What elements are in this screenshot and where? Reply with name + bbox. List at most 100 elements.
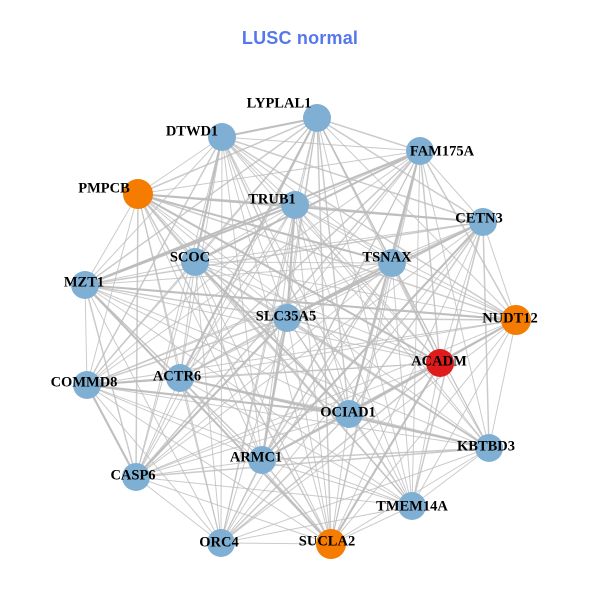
network-edge bbox=[84, 284, 288, 319]
network-edge bbox=[347, 149, 422, 416]
network-edge bbox=[411, 319, 517, 507]
network-edge bbox=[260, 316, 289, 462]
network-edge bbox=[84, 284, 413, 507]
network-edge bbox=[261, 413, 350, 461]
network-edge bbox=[135, 362, 441, 478]
network-edge bbox=[84, 261, 196, 286]
network-node-ociad1[interactable] bbox=[335, 400, 363, 428]
network-edge bbox=[220, 317, 288, 544]
network-edge bbox=[84, 284, 88, 386]
network-edge bbox=[261, 204, 296, 461]
network-edge bbox=[316, 117, 413, 507]
network-edge bbox=[84, 117, 318, 286]
network-node-actr6[interactable] bbox=[166, 364, 194, 392]
network-edge bbox=[220, 319, 517, 544]
network-edge bbox=[84, 221, 484, 286]
network-edge bbox=[316, 117, 332, 545]
network-edge bbox=[220, 116, 319, 139]
network-edge bbox=[294, 204, 332, 545]
network-edge bbox=[482, 221, 490, 449]
network-node-acadm[interactable] bbox=[426, 349, 454, 377]
network-node-dtwd1[interactable] bbox=[208, 123, 236, 151]
network-edge bbox=[261, 459, 413, 507]
network-edge bbox=[135, 476, 413, 507]
network-node-nudt12[interactable] bbox=[501, 305, 531, 335]
network-edge bbox=[85, 383, 351, 416]
network-edge bbox=[286, 317, 441, 364]
network-edge bbox=[86, 317, 288, 386]
network-edge bbox=[135, 476, 332, 545]
network-edge bbox=[330, 221, 484, 545]
network-edge bbox=[136, 192, 485, 224]
network-edge bbox=[260, 220, 485, 462]
network-node-pmpcb[interactable] bbox=[123, 179, 153, 209]
network-edge bbox=[86, 384, 490, 449]
network-edge bbox=[221, 136, 421, 152]
network-edge bbox=[178, 116, 319, 380]
network-edge bbox=[419, 150, 484, 223]
network-edge bbox=[84, 284, 490, 449]
network-node-casp6[interactable] bbox=[122, 463, 150, 491]
network-edge bbox=[86, 262, 393, 386]
network-edge bbox=[261, 262, 393, 461]
network-node-commd8[interactable] bbox=[73, 371, 101, 399]
network-edge bbox=[439, 221, 484, 364]
network-edge bbox=[316, 117, 421, 152]
network-node-tmem14a[interactable] bbox=[398, 492, 426, 520]
network-edge bbox=[286, 317, 517, 321]
network-edge bbox=[220, 542, 332, 545]
network-edge bbox=[83, 283, 518, 322]
network-edge bbox=[348, 413, 413, 507]
network-node-orc4[interactable] bbox=[207, 529, 235, 557]
network-edge bbox=[179, 377, 263, 461]
network-node-fam175a[interactable] bbox=[406, 137, 434, 165]
network-edge bbox=[194, 221, 484, 263]
network-edge bbox=[330, 413, 350, 545]
network-node-lyplal1[interactable] bbox=[303, 104, 331, 132]
network-edge bbox=[411, 447, 490, 507]
network-edge bbox=[86, 136, 223, 386]
network-edge bbox=[194, 261, 263, 461]
network-edge bbox=[86, 384, 263, 461]
network-node-cetn3[interactable] bbox=[469, 208, 497, 236]
network-node-scoc[interactable] bbox=[181, 248, 209, 276]
network-edge bbox=[294, 204, 393, 264]
network-edge bbox=[316, 117, 441, 364]
network-edge bbox=[221, 136, 490, 449]
network-edge bbox=[348, 221, 484, 415]
network-edge bbox=[86, 261, 196, 386]
network-edge bbox=[391, 262, 441, 364]
network-edge bbox=[83, 203, 297, 287]
network-edge bbox=[194, 261, 393, 264]
network-edge bbox=[261, 459, 332, 545]
network-edge bbox=[439, 362, 490, 449]
network-edge bbox=[220, 150, 421, 544]
network-edge bbox=[86, 384, 413, 507]
network-node-sucla2[interactable] bbox=[316, 529, 346, 559]
network-edge bbox=[84, 262, 393, 286]
network-edge bbox=[135, 262, 393, 478]
network-edge bbox=[179, 261, 196, 379]
network-edge bbox=[135, 319, 517, 478]
network-edge bbox=[220, 362, 441, 544]
network-edge bbox=[220, 221, 484, 544]
network-edge bbox=[179, 377, 222, 544]
network-node-armc1[interactable] bbox=[248, 446, 276, 474]
network-node-tsnax[interactable] bbox=[378, 249, 406, 277]
network-edge bbox=[135, 459, 263, 478]
network-edge bbox=[86, 319, 517, 386]
network-edge bbox=[221, 136, 296, 206]
network-edge bbox=[220, 505, 413, 544]
network-edge bbox=[136, 192, 394, 265]
network-node-trub1[interactable] bbox=[281, 191, 309, 219]
network-node-kbtbd3[interactable] bbox=[475, 434, 503, 462]
network-node-mzt1[interactable] bbox=[71, 271, 99, 299]
network-edge bbox=[194, 261, 517, 321]
network-edge bbox=[194, 204, 296, 263]
network-edge bbox=[482, 221, 517, 321]
network-edge bbox=[137, 193, 263, 461]
network-edge bbox=[348, 262, 393, 415]
network-edge bbox=[179, 319, 517, 379]
network-node-slc35a5[interactable] bbox=[273, 304, 301, 332]
network-edge bbox=[348, 413, 490, 449]
